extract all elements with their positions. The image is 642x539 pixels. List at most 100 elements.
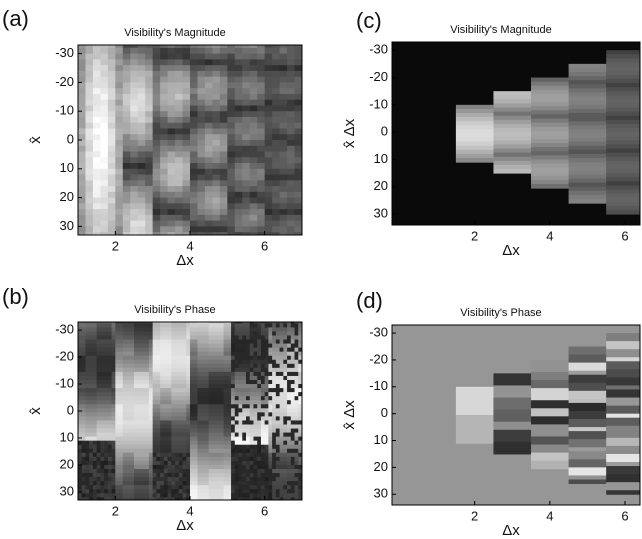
image-cell [85, 453, 89, 458]
image-cell [531, 461, 569, 466]
image-cell [183, 71, 191, 77]
image-cell [227, 215, 235, 221]
image-cell [280, 412, 284, 417]
image-cell [295, 457, 299, 462]
image-cell [123, 331, 127, 336]
image-cell [160, 376, 164, 381]
image-cell [272, 88, 280, 94]
image-cell [168, 384, 172, 389]
image-cell [569, 447, 607, 452]
image-cell [227, 360, 231, 365]
image-cell [115, 481, 119, 486]
image-cell [250, 477, 254, 482]
image-cell [302, 331, 306, 336]
image-cell [93, 469, 97, 474]
image-cell [239, 429, 243, 434]
image-cell [246, 348, 250, 353]
image-cell [606, 194, 642, 199]
image-cell [168, 71, 176, 77]
image-cell [164, 400, 168, 405]
image-cell [220, 388, 224, 393]
image-cell [235, 77, 243, 83]
image-cell [224, 445, 228, 450]
image-cell [138, 186, 146, 192]
image-cell [209, 344, 213, 349]
image-cell [212, 461, 216, 466]
image-cell [115, 198, 123, 204]
image-cell [93, 344, 97, 349]
image-cell [141, 412, 145, 417]
image-cell [209, 501, 213, 506]
image-cell [183, 140, 191, 146]
image-cell [235, 323, 239, 328]
image-cell [276, 335, 280, 340]
image-cell [283, 441, 287, 446]
image-cell [123, 368, 127, 373]
image-cell [250, 152, 258, 158]
image-cell [250, 140, 258, 146]
image-cell [205, 198, 213, 204]
image-cell [197, 360, 201, 365]
image-cell [108, 134, 116, 140]
image-cell [145, 221, 153, 227]
image-cell [112, 412, 116, 417]
image-cell [257, 457, 261, 462]
image-cell [606, 173, 642, 178]
image-cell [242, 449, 246, 454]
image-cell [168, 209, 176, 215]
image-cell [149, 408, 153, 413]
image-cell [168, 356, 172, 361]
image-cell [231, 433, 235, 438]
image-cell [227, 356, 231, 361]
image-cell [302, 408, 306, 413]
image-cell [295, 323, 299, 328]
image-cell [283, 352, 287, 357]
image-cell [100, 59, 108, 65]
image-cell [224, 457, 228, 462]
image-cell [130, 65, 138, 71]
image-cell [108, 335, 112, 340]
image-cell [145, 48, 153, 54]
image-cell [89, 489, 93, 494]
image-cell [246, 461, 250, 466]
image-cell [201, 380, 205, 385]
image-cell [134, 396, 138, 401]
image-cell [246, 344, 250, 349]
image-cell [183, 94, 191, 100]
image-cell [145, 175, 153, 181]
image-cell [272, 392, 276, 397]
image-cell [179, 392, 183, 397]
image-cell [186, 477, 190, 482]
image-cell [197, 209, 205, 215]
image-cell [85, 335, 89, 340]
y-axis-label: x̂ [27, 136, 44, 144]
image-cell [272, 105, 280, 111]
image-cell [175, 157, 183, 163]
image-cell [224, 453, 228, 458]
image-cell [97, 400, 101, 405]
image-cell [231, 469, 235, 474]
image-cell [287, 77, 295, 83]
image-cell [201, 473, 205, 478]
image-cell [82, 429, 86, 434]
image-cell [227, 335, 231, 340]
image-cell [145, 372, 149, 377]
image-cell [141, 437, 145, 442]
image-cell [606, 202, 642, 207]
image-cell [569, 371, 607, 376]
image-cell [153, 404, 157, 409]
image-cell [85, 437, 89, 442]
image-cell [212, 420, 216, 425]
image-cell [130, 372, 134, 377]
image-cell [160, 420, 164, 425]
image-cell [145, 123, 153, 129]
image-cell [78, 331, 82, 336]
image-cell [153, 88, 161, 94]
image-cell [130, 209, 138, 215]
image-cell [201, 416, 205, 421]
image-cell [606, 385, 642, 390]
image-cell [108, 215, 116, 221]
image-cell [164, 457, 168, 462]
image-cell [190, 100, 198, 106]
image-cell [197, 380, 201, 385]
